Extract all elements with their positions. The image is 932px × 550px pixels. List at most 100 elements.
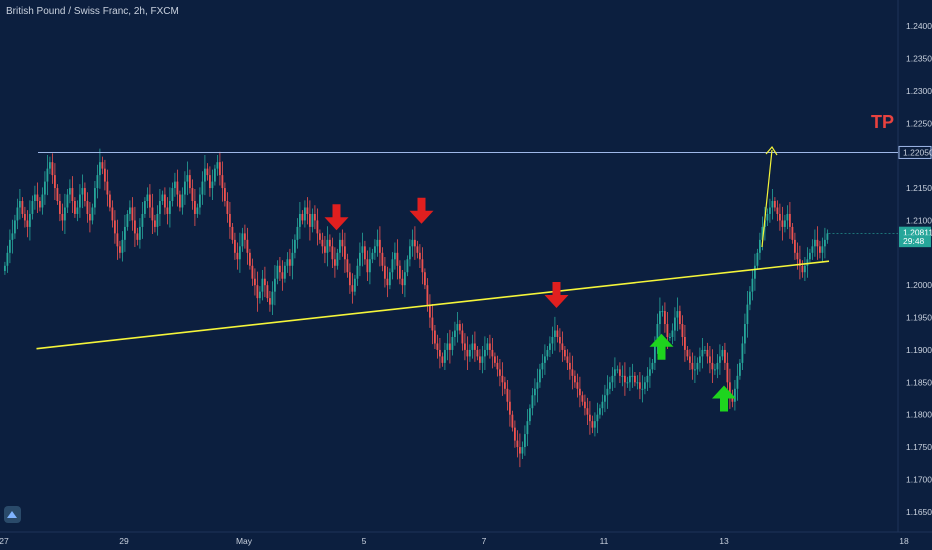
candle xyxy=(249,248,251,270)
candle xyxy=(631,363,634,388)
candle xyxy=(166,197,169,225)
candle xyxy=(31,195,34,220)
candle xyxy=(581,391,584,406)
candle xyxy=(71,176,74,213)
candle xyxy=(366,250,369,281)
target-projection-arrow[interactable] xyxy=(761,145,778,248)
candle xyxy=(684,325,686,362)
candle xyxy=(309,200,311,241)
candle xyxy=(531,388,534,416)
candle xyxy=(119,240,121,259)
candle xyxy=(174,172,176,197)
x-tick-label: 5 xyxy=(362,536,367,546)
candle xyxy=(421,247,424,285)
candle xyxy=(414,226,416,260)
candle xyxy=(199,187,201,215)
candle xyxy=(564,346,566,361)
candle xyxy=(491,337,494,369)
candle xyxy=(519,433,521,468)
candle xyxy=(64,193,66,235)
candle xyxy=(136,227,139,246)
candle xyxy=(201,171,204,205)
candle xyxy=(516,430,519,458)
candle xyxy=(149,184,151,218)
candle xyxy=(331,237,334,269)
candle xyxy=(386,266,389,298)
candle xyxy=(184,171,186,205)
candle xyxy=(436,334,439,359)
candle xyxy=(774,197,776,212)
candle xyxy=(411,229,414,257)
overlays-layer xyxy=(36,145,898,412)
candle xyxy=(214,164,216,186)
candle xyxy=(759,232,761,260)
price-axis[interactable]: 1.24000 1.23500 1.23000 1.22500 1.22050 1.215… xyxy=(898,21,932,517)
candle xyxy=(36,182,39,213)
candle xyxy=(634,371,636,387)
candle xyxy=(399,260,401,285)
candle xyxy=(39,197,41,212)
candle xyxy=(186,161,189,196)
candle xyxy=(571,355,574,390)
candle xyxy=(806,247,809,278)
candle xyxy=(469,344,471,362)
tp-price-tag: 1.22050 xyxy=(898,145,932,159)
candle xyxy=(219,151,221,186)
candle xyxy=(709,346,711,374)
time-axis[interactable]: 2729May57111318202527Jun381015 xyxy=(0,536,932,546)
candle xyxy=(29,200,31,241)
candle xyxy=(4,261,6,275)
candle xyxy=(409,239,411,267)
candle xyxy=(641,375,644,403)
candle xyxy=(164,187,166,215)
candle xyxy=(626,376,629,388)
candle xyxy=(539,363,541,388)
candle xyxy=(791,223,794,244)
candle xyxy=(294,234,296,259)
candle xyxy=(79,184,81,218)
candle xyxy=(131,197,134,231)
candle xyxy=(526,409,529,447)
candle xyxy=(779,203,781,231)
candle xyxy=(289,248,291,277)
candle xyxy=(651,359,654,374)
candle xyxy=(169,187,171,228)
candle xyxy=(456,312,459,343)
candle xyxy=(506,380,509,411)
candle xyxy=(61,203,64,231)
candle xyxy=(529,404,531,426)
candle xyxy=(69,179,71,204)
candle xyxy=(101,156,104,175)
candle xyxy=(671,323,674,345)
candle xyxy=(44,171,46,205)
candle xyxy=(146,187,149,209)
candle xyxy=(334,247,336,278)
candle xyxy=(321,232,324,254)
tradingview-logo-icon[interactable] xyxy=(4,506,21,523)
candle xyxy=(244,224,246,249)
candle xyxy=(361,232,364,267)
candle xyxy=(24,206,26,228)
candle xyxy=(659,297,661,338)
countdown-tag: 29:48 xyxy=(899,235,931,248)
candle xyxy=(721,346,724,361)
candle xyxy=(204,155,206,196)
candle xyxy=(679,305,681,330)
candle xyxy=(574,370,576,388)
candle xyxy=(609,376,611,395)
candle xyxy=(674,307,676,341)
candle xyxy=(439,337,441,369)
y-tick-label: 1.21000 xyxy=(906,215,932,225)
candle xyxy=(804,257,806,281)
candle xyxy=(479,349,481,371)
candle xyxy=(46,155,49,196)
candle xyxy=(54,163,56,201)
candle xyxy=(401,269,404,294)
candle xyxy=(534,378,536,406)
y-tick-label: 1.16500 xyxy=(906,507,932,517)
x-tick-label: 11 xyxy=(600,536,609,546)
candle xyxy=(656,313,659,354)
candle xyxy=(559,328,561,353)
trendline[interactable] xyxy=(36,260,830,350)
